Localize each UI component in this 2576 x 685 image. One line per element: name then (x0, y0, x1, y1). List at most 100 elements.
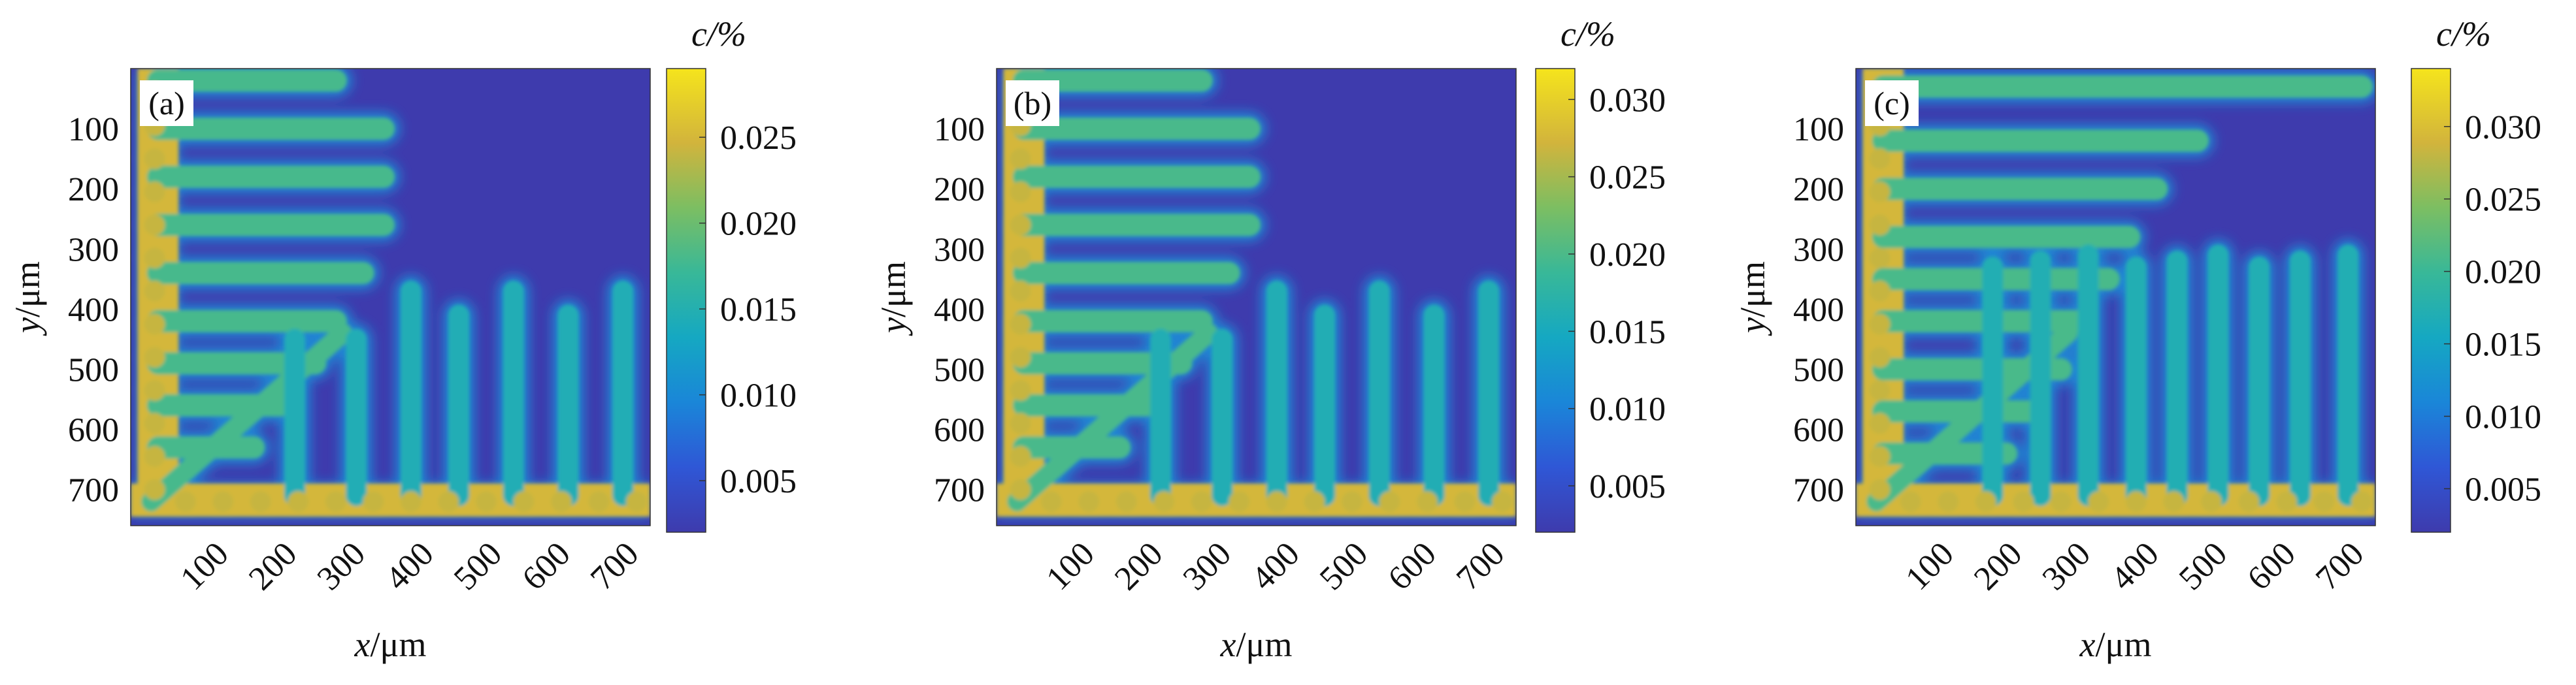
colorbar: c/% 0.005 0.010 0.015 0.020 0.025 0.030 (1535, 14, 1666, 533)
x-axis-var: x (354, 625, 371, 664)
dendrite-arm (144, 214, 165, 236)
dendrite-arm (1266, 491, 1287, 513)
dendrite-arm (144, 379, 165, 401)
x-tick-label: 400 (378, 535, 440, 597)
y-tick-label: 600 (934, 412, 985, 449)
dendrite-arm (1869, 247, 1891, 269)
dendrite-arm (2313, 491, 2335, 513)
y-tick-label: 400 (934, 291, 985, 328)
colorbar-gradient (1535, 68, 1576, 533)
dendrite-arm (1010, 479, 1031, 500)
dendrite-arm (1010, 247, 1031, 269)
x-axis-label: x/μm (2079, 625, 2152, 664)
x-tick-label: 400 (1244, 535, 1306, 597)
dendrite-cores (1856, 69, 2375, 517)
x-tick-label: 300 (1176, 535, 1238, 597)
panel-label: (c) (1865, 80, 1919, 126)
y-tick-label: 300 (1793, 231, 1844, 268)
y-tick-label: 100 (1793, 111, 1844, 148)
colorbar-tick-label: 0.030 (1589, 82, 1666, 119)
y-tick-label: 200 (68, 171, 119, 208)
colorbar-tick-label: 0.020 (2465, 254, 2541, 291)
dendrite-arm (1869, 347, 1891, 368)
panel-label: (b) (1006, 80, 1059, 126)
dendrite-arm (1975, 491, 1996, 513)
y-axis-unit: /μm (8, 261, 47, 317)
y-tick-label: 300 (934, 231, 985, 268)
colorbar-tick-label: 0.025 (720, 119, 797, 157)
colorbar-tick-label: 0.005 (2465, 471, 2541, 508)
dendrite-arm (144, 280, 165, 302)
heatmap-field (997, 69, 1516, 517)
y-axis-var: y (1733, 317, 1772, 336)
y-tick-label: 200 (1793, 171, 1844, 208)
dendrite-arm (1869, 280, 1891, 302)
dendrite-arm (288, 491, 309, 513)
heatmap-field (1856, 69, 2375, 517)
x-tick-label: 600 (2240, 535, 2302, 597)
panel-label-box (1865, 80, 1919, 126)
dendrite-arm (1229, 491, 1250, 513)
dendrite-arm (1010, 181, 1031, 202)
dendrite-arm (1869, 413, 1891, 434)
dendrite-arm (1010, 214, 1031, 236)
dendrite-arm (1191, 491, 1212, 513)
x-axis-label: x/μm (1220, 625, 1293, 664)
dendrite-arm (1010, 347, 1031, 368)
dendrite-arm (1078, 491, 1100, 513)
y-tick-label: 700 (68, 472, 119, 509)
dendrite-arm (144, 446, 165, 468)
dendrite-arm (626, 491, 648, 513)
dendrite-arm (1869, 181, 1891, 202)
dendrite-arm (250, 491, 271, 513)
y-axis-label: y/μm (8, 261, 47, 336)
colorbar-tick-label: 0.015 (720, 291, 797, 328)
dendrite-arm (1379, 491, 1400, 513)
y-tick-label: 500 (68, 352, 119, 389)
plot-frame (130, 68, 651, 526)
dendrite-arm (438, 491, 459, 513)
dendrite-arm (2200, 491, 2222, 513)
dendrite-arm (1010, 413, 1031, 434)
y-tick-label: 600 (1793, 412, 1844, 449)
dendrite-arm (1040, 491, 1062, 513)
heatmap-field (131, 69, 650, 517)
y-axis-label: y/μm (874, 261, 913, 336)
dendrite-arm (1007, 323, 1219, 512)
colorbar-tick-label: 0.020 (1589, 236, 1666, 274)
panel-label-text: (c) (1874, 85, 1910, 121)
dendrite-arm (551, 491, 572, 513)
dendrite-arm (1869, 148, 1891, 170)
dendrite-arm (1869, 214, 1891, 236)
x-tick-label: 100 (1039, 535, 1101, 597)
dendrite-arm (144, 247, 165, 269)
colorbar-tick-label: 0.025 (2465, 182, 2541, 219)
dendrite-arm (1417, 491, 1438, 513)
y-axis-label: y/μm (1733, 261, 1772, 336)
colorbar-gradient (2411, 68, 2451, 533)
x-tick-label: 700 (2309, 535, 2371, 597)
dendrite-arm (1869, 446, 1891, 468)
y-tick-label: 300 (68, 231, 119, 268)
colorbar-gradient (666, 68, 706, 533)
y-axis-unit: /μm (874, 261, 913, 317)
y-tick-label: 100 (68, 111, 119, 148)
dendrite-arm (1869, 313, 1891, 335)
x-tick-label: 500 (1313, 535, 1375, 597)
y-tick-label: 700 (1793, 472, 1844, 509)
y-tick-label: 400 (1793, 291, 1844, 328)
dendrite-arm (144, 148, 165, 170)
dendrite-arm (212, 491, 234, 513)
y-axis-var: y (874, 317, 913, 336)
dendrite-arm (2163, 491, 2185, 513)
dendrite-arm (144, 479, 165, 500)
dendrite-arm (1010, 446, 1031, 468)
colorbar-tick-label: 0.010 (1589, 391, 1666, 428)
dendrite-arm (1869, 379, 1891, 401)
y-axis-unit: /μm (1733, 261, 1772, 317)
y-tick-label: 500 (1793, 352, 1844, 389)
panel-label-box (140, 80, 193, 126)
x-tick-label: 500 (447, 535, 509, 597)
colorbar-tick-label: 0.015 (1589, 313, 1666, 351)
